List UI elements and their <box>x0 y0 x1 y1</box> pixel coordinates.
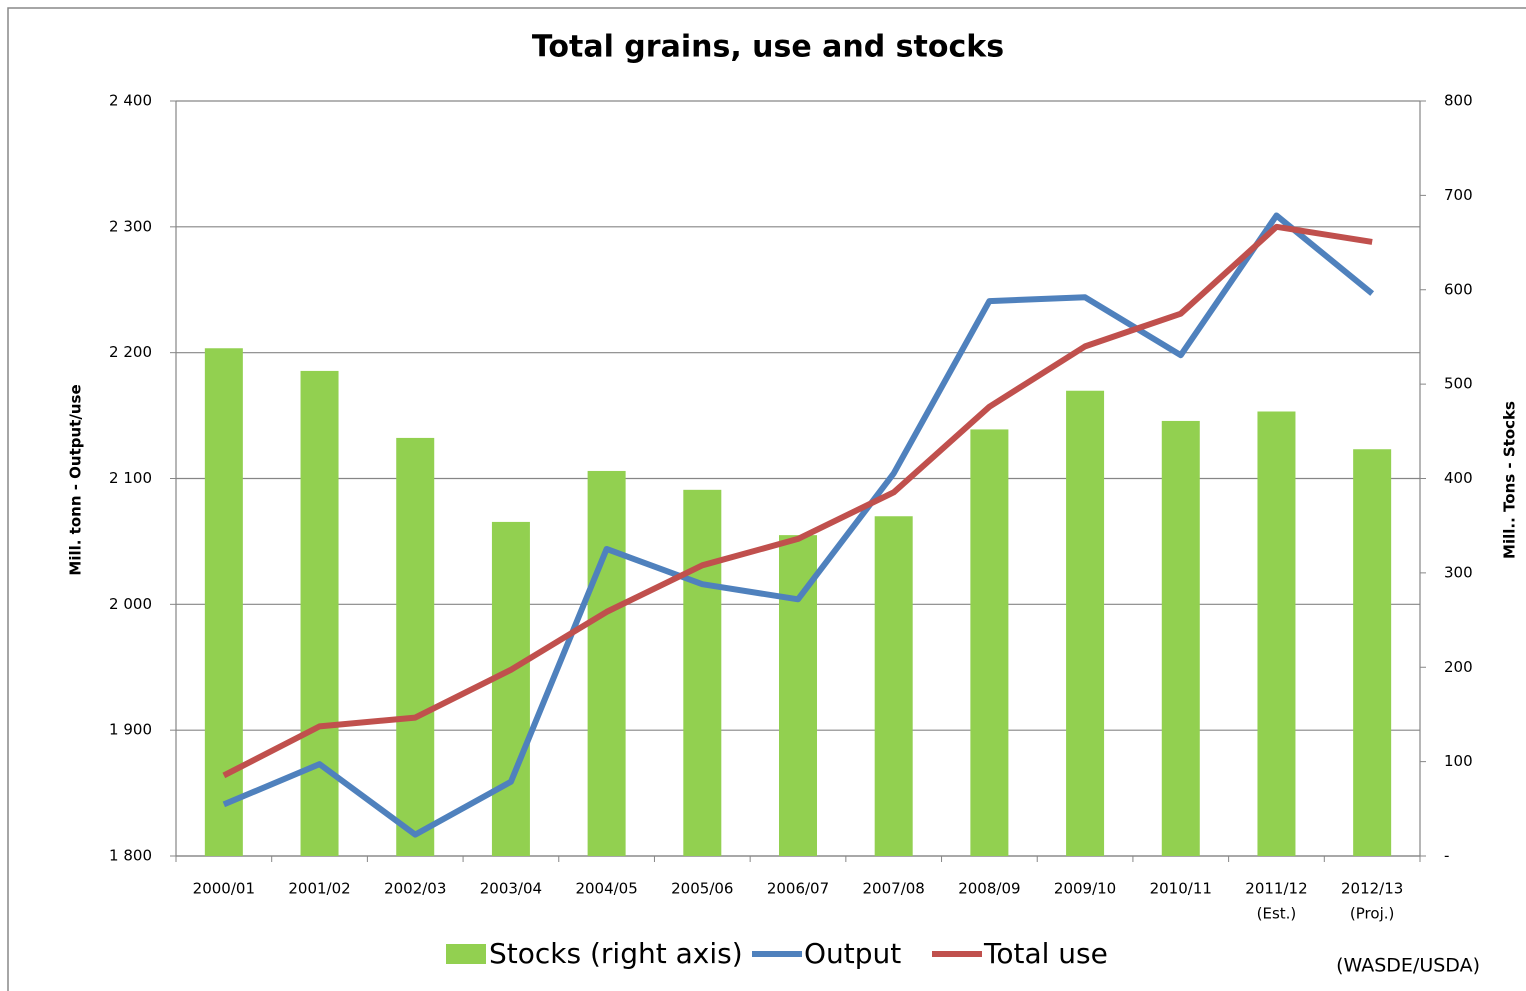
y-tick-label: 1 900 <box>109 721 152 739</box>
x-tick-label: 2012/13 <box>1341 880 1403 898</box>
y-tick-label: 2 100 <box>109 469 152 487</box>
y2-tick-label: 300 <box>1444 563 1473 581</box>
legend-label: Stocks (right axis) <box>489 937 743 970</box>
y-tick-label: 1 800 <box>109 847 152 865</box>
bar <box>587 470 626 856</box>
x-tick-label: 2002/03 <box>384 880 446 898</box>
chart-border <box>7 7 1526 991</box>
y-tick-label: 2 300 <box>109 217 152 235</box>
source-note: (WASDE/USDA) <box>1336 955 1480 977</box>
bar <box>396 437 435 856</box>
y2-tick-label: 700 <box>1444 186 1473 204</box>
y2-tick-label: 500 <box>1444 375 1473 393</box>
bar <box>204 348 243 856</box>
bar <box>779 535 817 856</box>
bar <box>1066 390 1105 856</box>
y2-tick-label: 400 <box>1444 469 1473 487</box>
x-tick-label: 2010/11 <box>1150 880 1212 898</box>
x-tick-label: 2005/06 <box>671 880 733 898</box>
bar <box>683 489 722 856</box>
x-tick-label: 2003/04 <box>480 880 542 898</box>
bar <box>491 521 530 856</box>
bar <box>1161 420 1200 856</box>
y2-tick-label: 800 <box>1444 92 1473 110</box>
y2-tick-label: - <box>1444 847 1449 865</box>
x-tick-label: 2007/08 <box>863 880 925 898</box>
x-tick-label: 2008/09 <box>958 880 1020 898</box>
legend-swatch <box>446 944 486 964</box>
x-tick-label: 2001/02 <box>288 880 350 898</box>
y-tick-label: 2 200 <box>109 343 152 361</box>
x-tick-label: 2011/12 <box>1245 880 1307 898</box>
x-tick-label: 2004/05 <box>575 880 637 898</box>
y-axis-label: Mill. tonn - Output/use <box>67 384 85 575</box>
y2-tick-label: 200 <box>1444 658 1473 676</box>
chart-title: Total grains, use and stocks <box>532 30 1004 65</box>
x-tick-note: (Est.) <box>1257 905 1297 923</box>
bar <box>1257 411 1296 856</box>
legend-label: Total use <box>983 937 1108 970</box>
line-series <box>222 223 1373 779</box>
x-tick-label: 2000/01 <box>193 880 255 898</box>
y2-tick-label: 600 <box>1444 280 1473 298</box>
bar <box>1353 449 1392 856</box>
x-tick-note: (Proj.) <box>1350 905 1394 923</box>
bar <box>970 429 1009 856</box>
legend-label: Output <box>804 937 901 970</box>
y-tick-label: 2 400 <box>109 92 152 110</box>
line-series <box>222 212 1375 838</box>
y2-axis-label: Mill.. Tons - Stocks <box>1501 401 1519 559</box>
bar <box>874 516 913 856</box>
x-tick-label: 2006/07 <box>767 880 829 898</box>
x-tick-label: 2009/10 <box>1054 880 1116 898</box>
y2-tick-label: 100 <box>1444 752 1473 770</box>
bar <box>300 370 339 856</box>
y-tick-label: 2 000 <box>109 595 152 613</box>
